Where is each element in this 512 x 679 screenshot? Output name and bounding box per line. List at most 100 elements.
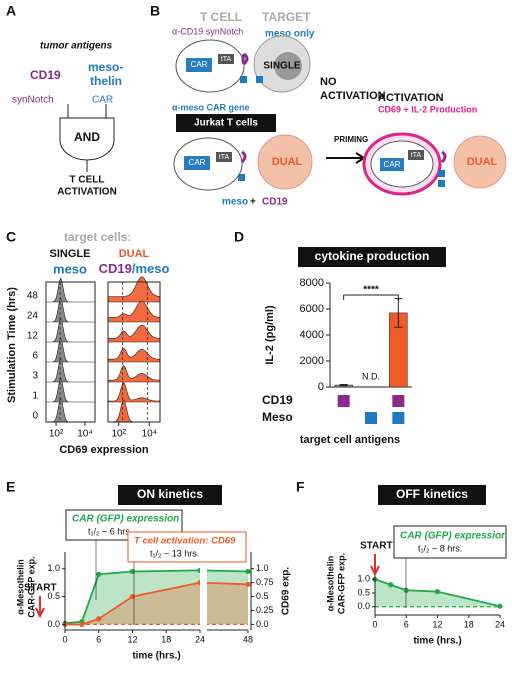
output: ACTIVATION [57, 187, 117, 198]
x-tick-label: 12 [432, 619, 442, 629]
receptor: CAR [92, 95, 113, 106]
y-tick-label: 8000 [300, 277, 324, 289]
point [129, 568, 136, 575]
chart-title: ON kinetics [137, 487, 203, 501]
y-axis-label: IL-2 (pg/ml) [264, 305, 276, 365]
panel-label: D [234, 229, 244, 245]
x-tick-label: 0 [62, 634, 67, 644]
y-tick-label: 0.0 [357, 601, 370, 611]
x-tick-label: 10⁴ [77, 429, 92, 440]
antigen-label: CD19/meso [99, 261, 170, 276]
antigen [256, 76, 263, 83]
histogram-ridge [107, 324, 161, 343]
y-tick-label: 0 [318, 381, 324, 393]
x-tick-label: 18 [464, 619, 474, 629]
axis-break [200, 548, 207, 636]
plot-frame [45, 281, 96, 423]
antigen-marker [392, 412, 405, 424]
series-label: T cell activation: CD69 [134, 536, 236, 547]
row-label: 1 [32, 391, 38, 402]
histogram-ridge [46, 337, 95, 363]
y-axis-label: CAR-GFP exp. [336, 553, 346, 614]
tta [218, 54, 234, 64]
label: α-CD19 synNotch [172, 26, 243, 36]
label-box [176, 114, 276, 132]
synnotch-receptor [241, 52, 249, 66]
antigen: meso- [88, 60, 123, 74]
title-box [118, 485, 222, 505]
antigen-label: CD19 [262, 393, 293, 407]
plot-frame [107, 281, 161, 423]
histogram-ridge [46, 277, 95, 303]
y-tick-label: 0.5 [357, 587, 370, 597]
target-cell [257, 134, 313, 190]
car-receptor [238, 174, 245, 181]
point [96, 571, 102, 577]
y2-tick-label: 0.25 [256, 605, 274, 615]
gene-label: CAR [189, 158, 206, 167]
x-axis-label: time (hrs.) [413, 636, 461, 647]
point [388, 582, 394, 588]
panel-label: B [150, 3, 160, 19]
panel-c: C target cells: SINGLE DUAL meso CD19/me… [6, 229, 170, 456]
series-label: CAR (GFP) expression [400, 531, 507, 542]
group-label: SINGLE [50, 248, 91, 260]
significance-bracket [343, 294, 399, 300]
x-tick-label: 6 [404, 619, 409, 629]
point [497, 603, 503, 609]
gene-label: CAR [191, 60, 208, 69]
antigen: thelin [90, 74, 122, 88]
row-label: 48 [27, 291, 39, 302]
cell-line: Jurkat T cells [194, 118, 258, 129]
start-arrow [35, 596, 45, 619]
panel-label: A [6, 3, 16, 19]
antigen-marker [365, 412, 377, 424]
panel-label: C [6, 229, 16, 245]
y-axis-label: Stimulation Time (hrs) [6, 287, 18, 403]
header: T CELL [200, 10, 242, 24]
car-gene [184, 156, 210, 170]
target-label: SINGLE [263, 61, 301, 72]
point [129, 593, 136, 600]
y-axis-label: α-Mesothelin [325, 556, 335, 612]
histogram-ridge [107, 365, 161, 383]
panel-label: E [6, 479, 15, 495]
row-label: 24 [27, 311, 39, 322]
gate-label: AND [74, 130, 100, 144]
y-tick-label: 1.0 [47, 563, 60, 573]
histogram-ridge [46, 357, 95, 383]
group-label: DUAL [119, 248, 150, 260]
header: TARGET [262, 10, 311, 24]
x-tick-label: 12 [127, 634, 137, 644]
x-tick-label: 10⁴ [142, 429, 157, 440]
tta-label: tTA [411, 152, 422, 159]
y2-tick-label: 0.0 [256, 619, 269, 629]
tta-label: tTA [221, 56, 232, 63]
antigen-part: /meso [132, 261, 170, 276]
receptor: synNotch [12, 95, 54, 106]
annotation: START [24, 583, 57, 594]
outcome: NO [320, 76, 337, 88]
callout [127, 531, 247, 563]
panel-b: B T CELL TARGET α-CD19 synNotch meso onl… [150, 3, 507, 208]
synnotch-receptor [440, 150, 447, 164]
title-box [298, 247, 446, 267]
row-label: 6 [32, 351, 38, 362]
y2-tick-label: 0.5 [256, 591, 269, 601]
x-tick-label: 48 [243, 634, 253, 644]
histogram-ridge [46, 297, 95, 323]
x-axis-label: time (hrs.) [132, 651, 180, 662]
half-life: t₁/₂ ~ 6 hrs. [88, 526, 132, 536]
step-label: PRIMING [334, 135, 368, 144]
label: α-meso CAR gene [172, 102, 250, 112]
series-label: CAR (GFP) expression [72, 514, 179, 525]
output: T CELL [70, 175, 105, 186]
nucleus [274, 52, 302, 80]
histogram-ridge [107, 276, 161, 303]
point [79, 621, 85, 628]
outcome: ACTIVATION [320, 90, 386, 102]
row-label: 3 [32, 371, 38, 382]
panel-label: F [296, 479, 305, 495]
outcome: ACTIVATION [378, 92, 444, 104]
x-tick-label: 24 [195, 634, 205, 644]
